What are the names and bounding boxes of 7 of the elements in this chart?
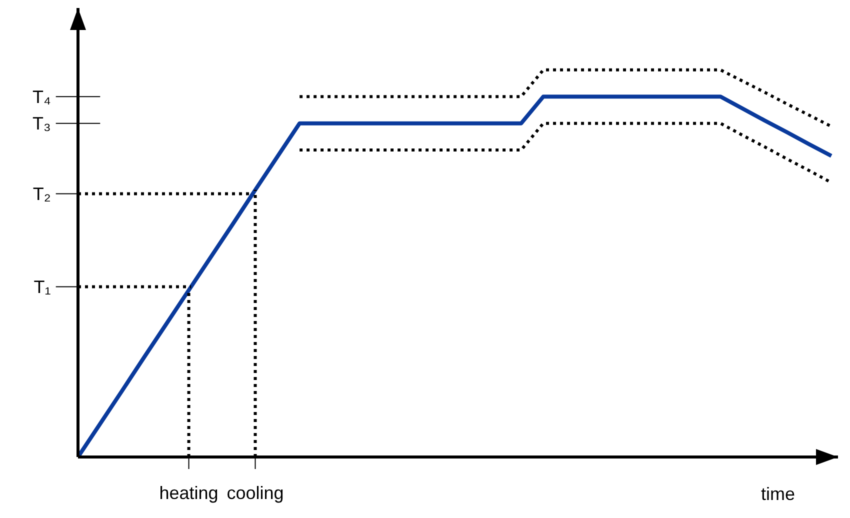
ref-line-label: T₃ <box>32 114 51 134</box>
ref-line-label: T₂ <box>32 184 51 204</box>
x-tick-label: heating <box>159 483 218 503</box>
x-tick-label: cooling <box>226 483 284 503</box>
ref-line-label: T₄ <box>32 87 51 108</box>
ref-line-label: T₁ <box>34 277 51 298</box>
x-axis-title: time <box>760 484 796 504</box>
